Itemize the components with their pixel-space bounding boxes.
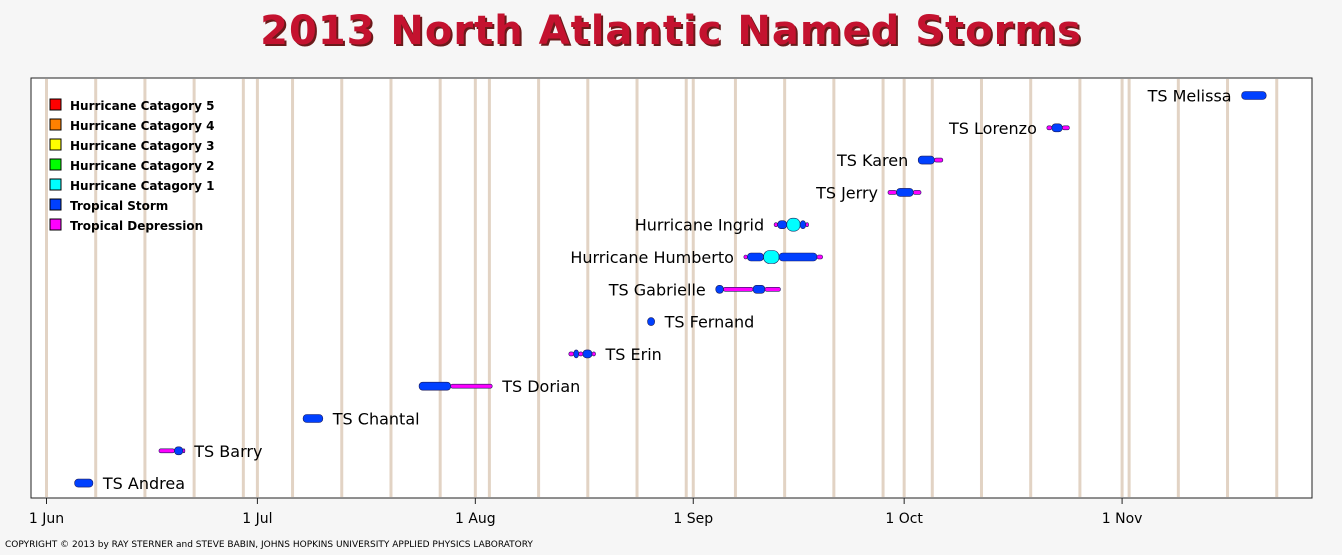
storm-label: TS Andrea: [102, 474, 185, 493]
storm-segment: [1046, 125, 1053, 131]
legend-swatch: [49, 198, 62, 211]
legend-swatch: [49, 178, 62, 191]
legend-swatch: [49, 138, 62, 151]
copyright-notice: COPYRIGHT © 2013 by RAY STERNER and STEV…: [5, 540, 533, 550]
storm-segment: [743, 254, 748, 260]
storm-segment: [302, 414, 324, 423]
storm-label: Hurricane Ingrid: [635, 216, 764, 235]
x-tick-label: 1 Oct: [885, 511, 923, 527]
storm-segment: [418, 381, 452, 391]
storm-label: TS Fernand: [664, 313, 755, 332]
legend-label: Hurricane Catagory 5: [70, 99, 214, 113]
storm-segment: [591, 351, 596, 357]
storm-track: TS Jerry: [815, 183, 922, 202]
storm-segment: [805, 222, 809, 227]
x-axis: 1 Jun 1 Jul 1 Aug 1 Sep 1 Oct 1 Nov: [29, 498, 1143, 527]
storm-segment: [1051, 123, 1063, 133]
legend: Hurricane Catagory 5 Hurricane Catagory 4…: [49, 98, 214, 233]
storm-segment: [896, 188, 914, 197]
storm-segment: [887, 190, 897, 195]
storm-track: Hurricane Ingrid: [635, 216, 809, 235]
storm-label: TS Chantal: [332, 410, 420, 429]
storm-segment: [578, 351, 584, 357]
storm-segment: [582, 349, 593, 359]
storm-segment: [1241, 91, 1267, 100]
storm-label: TS Gabrielle: [608, 280, 706, 299]
legend-swatch: [49, 218, 62, 231]
storm-segment: [450, 383, 493, 389]
storm-label: TS Barry: [193, 442, 262, 461]
storm-track: TS Melissa: [1147, 87, 1267, 106]
legend-label: Hurricane Catagory 2: [70, 159, 214, 173]
x-tick-label: 1 Jun: [29, 511, 64, 527]
legend-label: Hurricane Catagory 3: [70, 139, 214, 153]
storm-segment: [912, 190, 922, 195]
storm-segment: [816, 254, 823, 260]
legend-label: Hurricane Catagory 1: [70, 179, 214, 193]
x-tick-label: 1 Nov: [1102, 511, 1143, 527]
storm-track: TS Fernand: [647, 313, 755, 332]
storm-segment: [647, 317, 655, 326]
x-tick-label: 1 Sep: [673, 511, 713, 527]
storm-track: Hurricane Humberto: [570, 248, 823, 267]
storm-segment: [778, 252, 818, 262]
legend-swatch: [49, 98, 62, 111]
storm-segment: [723, 286, 754, 292]
storm-segment: [747, 252, 764, 262]
legend-swatch: [49, 118, 62, 131]
storm-segment: [752, 284, 766, 294]
storm-segment: [715, 284, 724, 294]
storm-bars: TS Andrea TS Barry TS Chantal TS Dorian TS E…: [74, 87, 1267, 493]
storm-segment: [786, 217, 801, 232]
storm-label: TS Jerry: [815, 183, 878, 202]
x-tick-label: 1 Jul: [242, 511, 272, 527]
storm-label: Hurricane Humberto: [570, 248, 734, 267]
storm-segment: [773, 222, 778, 227]
chart-title: 2013 North Atlantic Named Storms: [260, 8, 1082, 54]
storm-track: TS Erin: [568, 345, 662, 364]
storm-track: TS Lorenzo: [948, 119, 1070, 138]
storm-segment: [174, 446, 184, 456]
legend-swatch: [49, 158, 62, 171]
storm-track: TS Barry: [158, 442, 262, 461]
x-tick-label: 1 Aug: [455, 511, 496, 527]
storm-segment: [934, 157, 944, 163]
storm-track: TS Karen: [836, 151, 944, 170]
storm-segment: [799, 220, 807, 229]
storm-segment: [764, 286, 781, 292]
storm-track: TS Gabrielle: [608, 280, 781, 299]
storm-segment: [568, 351, 575, 357]
storm-segment: [573, 349, 579, 359]
storm-label: TS Erin: [605, 345, 662, 364]
storm-segment: [777, 220, 788, 229]
storm-label: TS Dorian: [501, 377, 580, 396]
legend-label: Tropical Depression: [70, 219, 203, 233]
storm-label: TS Lorenzo: [948, 119, 1037, 138]
week-gridlines: [45, 79, 1279, 497]
storm-segment: [763, 250, 780, 264]
storm-track: TS Chantal: [302, 410, 420, 429]
storm-segment: [182, 448, 186, 454]
storm-track: TS Andrea: [74, 474, 185, 493]
storm-label: TS Melissa: [1147, 87, 1232, 106]
legend-label: Hurricane Catagory 4: [70, 119, 214, 133]
storm-segment: [1062, 125, 1070, 131]
storm-segment: [74, 478, 94, 488]
storm-label: TS Karen: [836, 151, 908, 170]
storm-track: TS Dorian: [418, 377, 580, 396]
legend-label: Tropical Storm: [70, 199, 168, 213]
storm-segment: [158, 448, 175, 454]
storm-segment: [917, 155, 935, 165]
